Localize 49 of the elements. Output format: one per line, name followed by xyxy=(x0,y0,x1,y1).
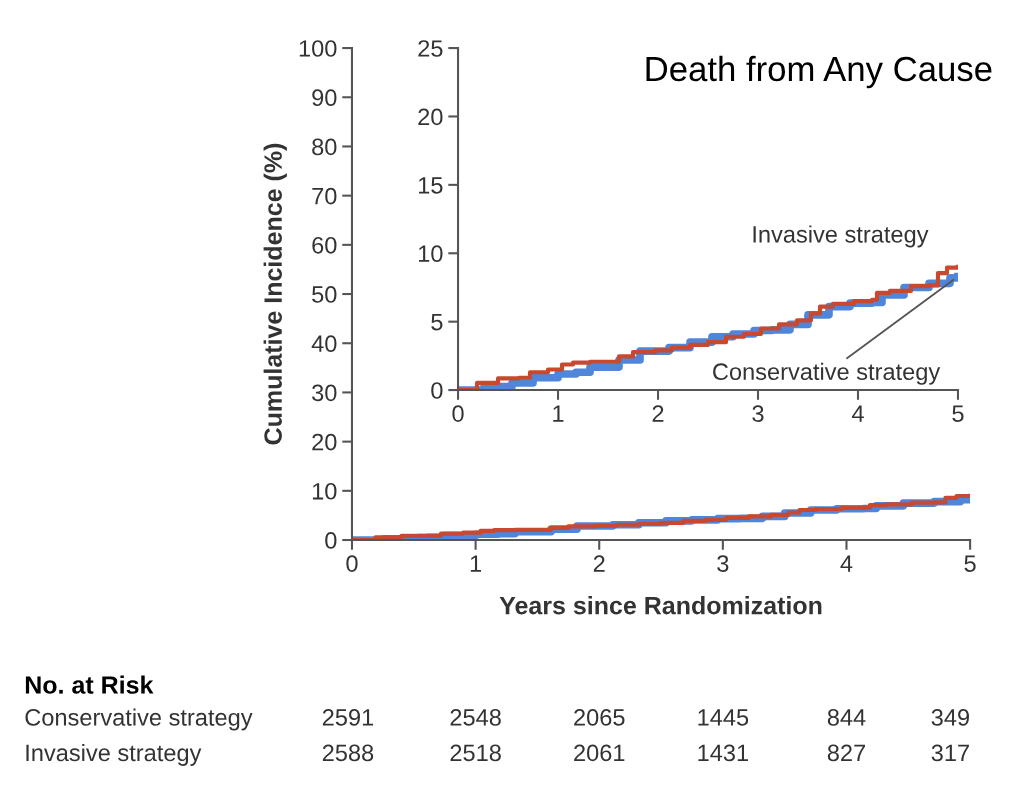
y-tick-label: 70 xyxy=(312,187,337,205)
y-tick-label: 50 xyxy=(312,286,337,303)
text: 2548 xyxy=(450,709,501,726)
y-tick-label: 100 xyxy=(299,40,337,57)
text: 844 xyxy=(827,709,866,726)
y-tick-label: 20 xyxy=(418,108,443,126)
text: 2065 xyxy=(574,709,625,726)
text: Invasive strategy xyxy=(26,743,202,766)
x-tick-label: 4 xyxy=(851,405,864,422)
x-tick-label: 5 xyxy=(964,555,976,572)
text: 2518 xyxy=(450,744,501,762)
y-tick-label: 10 xyxy=(312,482,337,500)
series-label: Invasive strategy xyxy=(753,225,929,248)
text: 1431 xyxy=(698,744,748,762)
text: 2588 xyxy=(322,744,374,762)
x-tick-label: 3 xyxy=(717,555,729,572)
x-axis-title: Years since Randomization xyxy=(499,596,822,615)
x-tick-label: 5 xyxy=(952,405,964,422)
text: 2591 xyxy=(322,709,374,726)
text: No. at Risk xyxy=(25,675,154,694)
x-tick-label: 1 xyxy=(470,555,482,572)
chart-title: Death from Any Cause xyxy=(646,55,992,89)
x-tick-label: 0 xyxy=(346,555,358,572)
y-axis-title: Cumulative Incidence (%) xyxy=(263,143,287,445)
y-tick-label: 80 xyxy=(312,138,337,156)
text: 827 xyxy=(827,744,865,762)
text: 317 xyxy=(931,744,969,762)
y-tick-label: 90 xyxy=(312,89,337,107)
text: Conservative strategy xyxy=(25,708,253,731)
x-tick-label: 1 xyxy=(553,405,564,422)
x-tick-label: 3 xyxy=(752,405,764,422)
y-tick-label: 30 xyxy=(312,384,337,402)
y-tick-label: 0 xyxy=(325,532,337,549)
x-tick-label: 2 xyxy=(652,405,664,422)
x-tick-label: 0 xyxy=(452,405,464,422)
y-tick-label: 25 xyxy=(418,40,443,57)
text: 349 xyxy=(931,709,969,726)
x-tick-label: 2 xyxy=(593,555,605,572)
y-tick-label: 20 xyxy=(312,433,337,451)
y-tick-label: 60 xyxy=(312,236,337,254)
y-tick-label: 15 xyxy=(418,177,443,194)
y-tick-label: 40 xyxy=(311,335,337,353)
text: 2061 xyxy=(574,744,625,762)
series-label: Conservative strategy xyxy=(713,362,941,385)
y-tick-label: 10 xyxy=(418,245,443,263)
y-tick-label: 5 xyxy=(431,313,443,331)
x-tick-label: 4 xyxy=(840,555,853,572)
y-tick-label: 0 xyxy=(431,382,443,399)
text: 1445 xyxy=(698,709,749,726)
